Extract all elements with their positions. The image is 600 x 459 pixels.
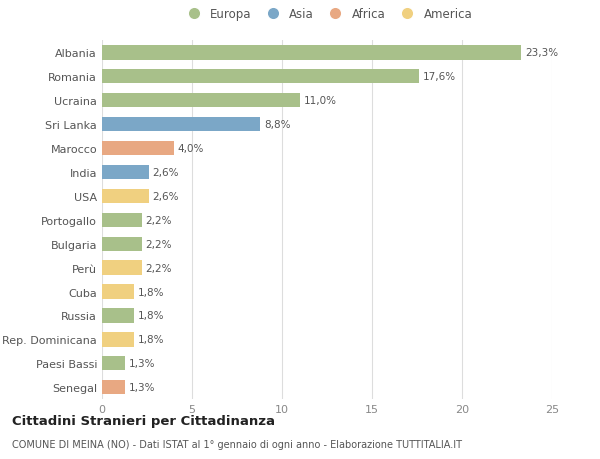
Text: COMUNE DI MEINA (NO) - Dati ISTAT al 1° gennaio di ogni anno - Elaborazione TUTT: COMUNE DI MEINA (NO) - Dati ISTAT al 1° … [12,440,462,449]
Text: 2,2%: 2,2% [145,215,172,225]
Text: 8,8%: 8,8% [264,120,290,130]
Bar [102,237,142,252]
Bar [102,46,521,61]
Text: 1,3%: 1,3% [129,382,155,392]
Text: 11,0%: 11,0% [304,96,337,106]
Text: 2,6%: 2,6% [152,168,179,178]
Bar [102,189,149,204]
Text: 1,8%: 1,8% [138,287,164,297]
Text: Cittadini Stranieri per Cittadinanza: Cittadini Stranieri per Cittadinanza [12,414,275,428]
Bar [102,356,125,371]
Bar [102,332,134,347]
Legend: Europa, Asia, Africa, America: Europa, Asia, Africa, America [178,4,476,24]
Text: 23,3%: 23,3% [525,48,558,58]
Text: 2,2%: 2,2% [145,239,172,249]
Bar [102,70,419,84]
Text: 17,6%: 17,6% [422,72,455,82]
Bar [102,165,149,180]
Bar [102,94,300,108]
Text: 1,8%: 1,8% [138,311,164,321]
Text: 2,6%: 2,6% [152,191,179,202]
Text: 1,3%: 1,3% [129,358,155,369]
Text: 4,0%: 4,0% [178,144,204,154]
Bar [102,118,260,132]
Text: 1,8%: 1,8% [138,335,164,345]
Bar [102,141,174,156]
Text: 2,2%: 2,2% [145,263,172,273]
Bar [102,380,125,395]
Bar [102,285,134,299]
Bar [102,308,134,323]
Bar [102,261,142,275]
Bar [102,213,142,228]
